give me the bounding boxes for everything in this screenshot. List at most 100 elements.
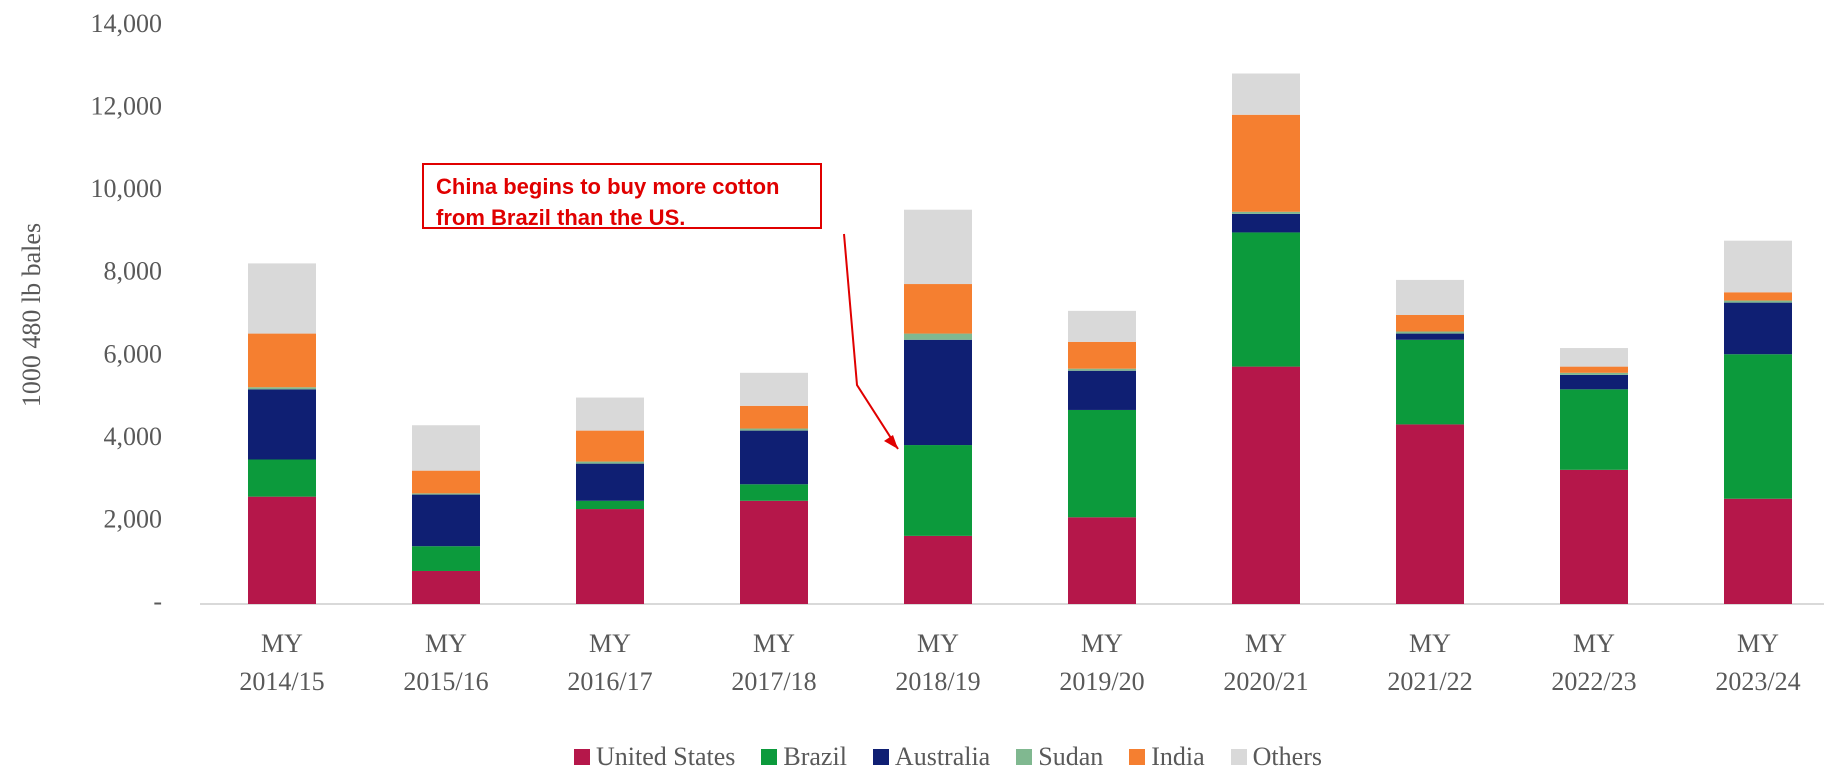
bar-segment bbox=[576, 509, 644, 604]
y-tick-label: 8,000 bbox=[104, 257, 163, 286]
legend-label: Others bbox=[1252, 742, 1322, 771]
bar-segment bbox=[1232, 213, 1300, 233]
bar-segment bbox=[904, 284, 972, 334]
bar-segment bbox=[904, 339, 972, 446]
x-tick-label: MY 2021/22 bbox=[1387, 629, 1473, 696]
bar-segment bbox=[248, 496, 316, 604]
bar-segment bbox=[248, 333, 316, 388]
x-tick-label: MY 2018/19 bbox=[895, 629, 981, 696]
x-tick-label: MY 2022/23 bbox=[1551, 629, 1637, 696]
y-tick-label: - bbox=[153, 587, 162, 616]
legend-label: Sudan bbox=[1038, 742, 1104, 771]
y-axis-label: 1000 480 lb bales bbox=[17, 223, 46, 407]
legend-item: India bbox=[1129, 742, 1205, 772]
legend-label: Brazil bbox=[783, 742, 847, 771]
bar-segment bbox=[740, 484, 808, 501]
bar-segment bbox=[412, 570, 480, 604]
annotation-arrow bbox=[843, 233, 899, 450]
bar-segment bbox=[1724, 240, 1792, 293]
bar-segment bbox=[1724, 354, 1792, 499]
bar-segment bbox=[248, 263, 316, 334]
x-tick-label: MY 2017/18 bbox=[731, 629, 817, 696]
bar-segment bbox=[740, 428, 808, 431]
bar-segment bbox=[1724, 292, 1792, 301]
legend-item: Brazil bbox=[761, 742, 847, 772]
bar-segment bbox=[1068, 409, 1136, 518]
bar-segment bbox=[412, 470, 480, 494]
bar-segment bbox=[1232, 232, 1300, 367]
bar-segment bbox=[576, 430, 644, 462]
bar-segment bbox=[1560, 389, 1628, 470]
legend-swatch bbox=[574, 749, 591, 765]
legend-swatch bbox=[872, 749, 889, 765]
bar-segment bbox=[1068, 310, 1136, 342]
bar-segment bbox=[1724, 300, 1792, 303]
bar-segment bbox=[1396, 279, 1464, 315]
legend-swatch bbox=[1016, 749, 1033, 765]
bar-segment bbox=[576, 397, 644, 431]
bar-segment bbox=[1232, 73, 1300, 115]
bar-segment bbox=[1232, 114, 1300, 212]
bar-segment bbox=[248, 389, 316, 460]
bar-segment bbox=[740, 405, 808, 429]
legend-item: Sudan bbox=[1016, 742, 1103, 772]
bar-segment bbox=[904, 209, 972, 285]
y-tick-label: 6,000 bbox=[104, 339, 163, 368]
legend-label: United States bbox=[596, 742, 736, 771]
plot: - 2,000 4,000 6,000 8,000 10,000 12,000 14,000 bbox=[91, 9, 1824, 616]
legend-item: United States bbox=[574, 742, 735, 772]
bar-segment bbox=[412, 493, 480, 495]
x-tick-label: MY 2015/16 bbox=[403, 629, 489, 696]
bar-segment bbox=[1396, 331, 1464, 334]
y-tick-label: 14,000 bbox=[91, 9, 163, 38]
bar-segment bbox=[1560, 348, 1628, 367]
legend-label: India bbox=[1151, 742, 1205, 771]
bar-segment bbox=[904, 535, 972, 604]
y-tick-label: 12,000 bbox=[91, 92, 163, 121]
bar-segment bbox=[576, 500, 644, 510]
x-tick-label: MY 2019/20 bbox=[1059, 629, 1145, 696]
legend-swatch bbox=[1129, 749, 1146, 765]
bar-segment bbox=[1396, 424, 1464, 604]
legend-label: Australia bbox=[894, 742, 991, 771]
x-tick-label: MY 2014/15 bbox=[239, 629, 325, 696]
x-tick-label: MY 2023/24 bbox=[1715, 629, 1801, 696]
bar-segment bbox=[412, 425, 480, 471]
bar-segment bbox=[1068, 368, 1136, 371]
bar-segment bbox=[412, 494, 480, 547]
bar-segment bbox=[904, 333, 972, 340]
legend-swatch bbox=[761, 749, 778, 765]
bar-segment bbox=[1396, 333, 1464, 340]
bar-segment bbox=[740, 372, 808, 406]
bar-segment bbox=[1560, 366, 1628, 373]
bar-segment bbox=[740, 500, 808, 604]
bar-segment bbox=[248, 459, 316, 497]
bar-segment bbox=[1724, 302, 1792, 355]
bar-segment bbox=[576, 463, 644, 501]
bar-segment bbox=[1068, 370, 1136, 410]
bar-segment bbox=[740, 430, 808, 485]
bar-segment bbox=[576, 461, 644, 464]
legend: United States Brazil Australia Sudan India Ot… bbox=[0, 742, 1826, 772]
bar-segment bbox=[904, 445, 972, 536]
bar-segment bbox=[412, 546, 480, 571]
bar-segment bbox=[1232, 211, 1300, 214]
y-tick-label: 2,000 bbox=[104, 504, 163, 533]
x-tick-label: MY 2020/21 bbox=[1223, 629, 1309, 696]
x-tick-label: MY 2016/17 bbox=[567, 629, 653, 696]
y-tick-label: 4,000 bbox=[104, 422, 163, 451]
bar-segment bbox=[1560, 469, 1628, 604]
legend-swatch bbox=[1230, 749, 1247, 765]
bar-segment bbox=[1560, 374, 1628, 390]
y-tick-label: 10,000 bbox=[91, 174, 163, 203]
bar-segment bbox=[1396, 315, 1464, 332]
bar-segment bbox=[1396, 339, 1464, 425]
bar-segment bbox=[248, 387, 316, 390]
bar-segment bbox=[1232, 366, 1300, 604]
legend-item: Others bbox=[1230, 742, 1322, 772]
annotation: China begins to buy more cotton from Bra… bbox=[422, 163, 822, 230]
bar-segment bbox=[1068, 517, 1136, 604]
bar-segment bbox=[1560, 372, 1628, 375]
